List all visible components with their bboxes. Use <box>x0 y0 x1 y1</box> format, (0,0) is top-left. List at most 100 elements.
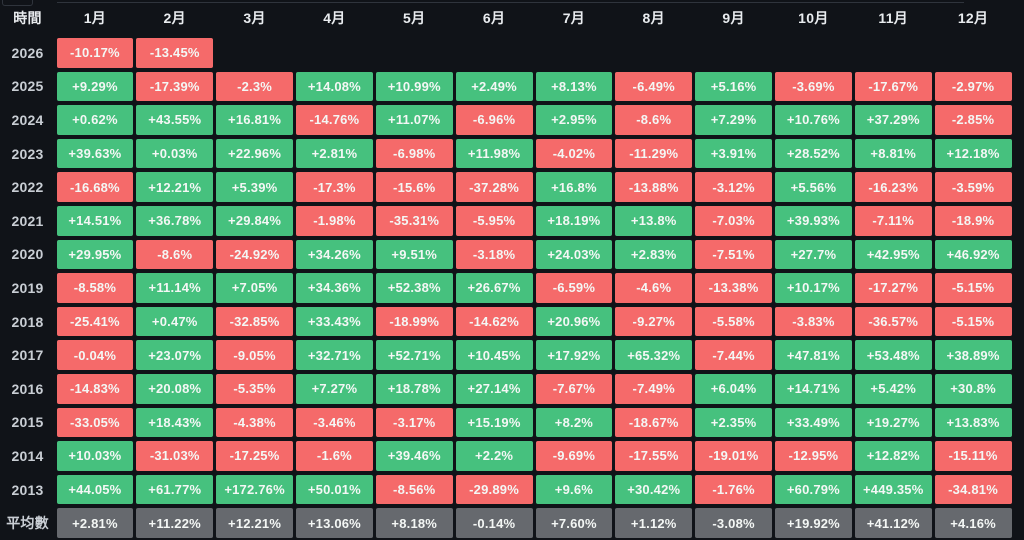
return-cell: -17.3% <box>295 170 375 204</box>
return-cell: +41.12% <box>853 506 933 540</box>
return-value: +1.12% <box>615 508 693 538</box>
return-value: +30.42% <box>615 474 693 505</box>
return-value: +5.56% <box>775 172 852 202</box>
return-value: -17.39% <box>136 71 214 102</box>
return-value: -9.05% <box>216 340 293 370</box>
return-value: +39.63% <box>56 138 134 169</box>
year-row-label: 2025 <box>11 78 44 95</box>
month-header: 1月 <box>83 10 107 26</box>
return-cell: +16.8% <box>534 170 614 204</box>
return-value: -2.3% <box>216 71 293 102</box>
return-value: -5.35% <box>216 373 293 404</box>
return-value: -4.02% <box>535 138 613 169</box>
return-value: +52.71% <box>375 340 453 370</box>
return-value: +9.29% <box>56 71 134 102</box>
return-value: +27.7% <box>775 239 852 270</box>
return-value: +0.03% <box>136 138 214 169</box>
return-cell: -8.6% <box>614 103 694 137</box>
return-cell: +10.76% <box>774 103 854 137</box>
return-cell: +14.71% <box>774 372 854 406</box>
return-value: +61.77% <box>136 474 214 505</box>
return-cell: +8.13% <box>534 70 614 104</box>
empty-cell <box>694 36 774 70</box>
return-value: -7.03% <box>695 205 772 236</box>
return-value: +46.92% <box>934 239 1012 270</box>
return-value: -13.38% <box>695 273 772 303</box>
return-value: +30.8% <box>934 373 1012 404</box>
return-cell: +17.92% <box>534 338 614 372</box>
return-value: +5.16% <box>695 71 772 102</box>
return-value: +32.71% <box>296 340 373 370</box>
return-cell: -7.67% <box>534 372 614 406</box>
return-value: +5.39% <box>216 172 293 202</box>
return-cell: -13.38% <box>694 271 774 305</box>
return-cell: -6.98% <box>374 137 454 171</box>
return-value: +65.32% <box>615 340 693 370</box>
return-cell: +8.81% <box>853 137 933 171</box>
month-header: 9月 <box>722 10 745 26</box>
month-header: 12月 <box>957 10 989 26</box>
return-value: -16.23% <box>854 172 932 202</box>
return-cell: +9.51% <box>374 238 454 272</box>
return-cell: +52.71% <box>374 338 454 372</box>
return-cell: +20.96% <box>534 305 614 339</box>
return-cell: +12.18% <box>933 137 1013 171</box>
return-value: +22.96% <box>216 138 293 169</box>
return-value: -15.6% <box>375 172 453 202</box>
return-cell: -13.45% <box>135 36 215 70</box>
return-value: +8.81% <box>854 138 932 169</box>
month-header: 7月 <box>562 10 586 26</box>
return-cell: -0.14% <box>454 506 534 540</box>
return-cell: +12.21% <box>215 506 295 540</box>
return-cell: -16.68% <box>55 170 135 204</box>
return-cell: +11.22% <box>135 506 215 540</box>
return-cell: -0.04% <box>55 338 135 372</box>
return-cell: -32.85% <box>215 305 295 339</box>
return-cell: -6.59% <box>534 271 614 305</box>
return-value: -1.98% <box>296 205 373 236</box>
month-header: 4月 <box>323 10 346 26</box>
return-cell: +14.51% <box>55 204 135 238</box>
return-cell: +0.03% <box>135 137 215 171</box>
return-cell: +0.47% <box>135 305 215 339</box>
corner-header-time: 時間 <box>13 10 42 26</box>
return-cell: +33.43% <box>295 305 375 339</box>
return-value: -4.38% <box>216 407 293 438</box>
return-cell: +172.76% <box>215 473 295 507</box>
return-value: -6.59% <box>535 273 613 303</box>
return-value: -6.96% <box>455 105 533 135</box>
return-cell: +2.49% <box>454 70 534 104</box>
return-value: +11.22% <box>136 508 214 538</box>
return-value: -3.12% <box>695 172 772 202</box>
return-value: +12.82% <box>854 441 932 471</box>
return-cell: -18.9% <box>933 204 1013 238</box>
return-value: +17.92% <box>535 340 613 370</box>
return-cell: +7.05% <box>215 271 295 305</box>
return-value: +28.52% <box>775 138 852 169</box>
empty-cell <box>614 36 694 70</box>
return-cell: +39.63% <box>55 137 135 171</box>
return-cell: +449.35% <box>853 473 933 507</box>
year-row-label: 2013 <box>11 481 44 498</box>
return-value: -14.62% <box>455 306 533 337</box>
return-cell: +15.19% <box>454 406 534 440</box>
return-value: +5.42% <box>854 373 932 404</box>
return-value: +24.03% <box>535 239 613 270</box>
return-value: +20.08% <box>136 373 214 404</box>
return-value: -34.81% <box>934 474 1012 505</box>
year-row-label: 2021 <box>11 212 44 229</box>
return-value: +2.83% <box>615 239 693 270</box>
return-value: -18.9% <box>934 205 1012 236</box>
return-cell: +2.81% <box>55 506 135 540</box>
return-value: +29.95% <box>56 239 134 270</box>
return-value: +27.14% <box>455 373 533 404</box>
empty-cell <box>295 36 375 70</box>
return-value: -1.76% <box>695 474 772 505</box>
return-value: +33.49% <box>775 407 852 438</box>
return-value: +26.67% <box>455 273 533 303</box>
year-row-label: 2015 <box>11 414 44 431</box>
return-value: -11.29% <box>615 138 693 169</box>
return-value: -10.17% <box>56 38 134 68</box>
return-cell: -29.89% <box>454 473 534 507</box>
